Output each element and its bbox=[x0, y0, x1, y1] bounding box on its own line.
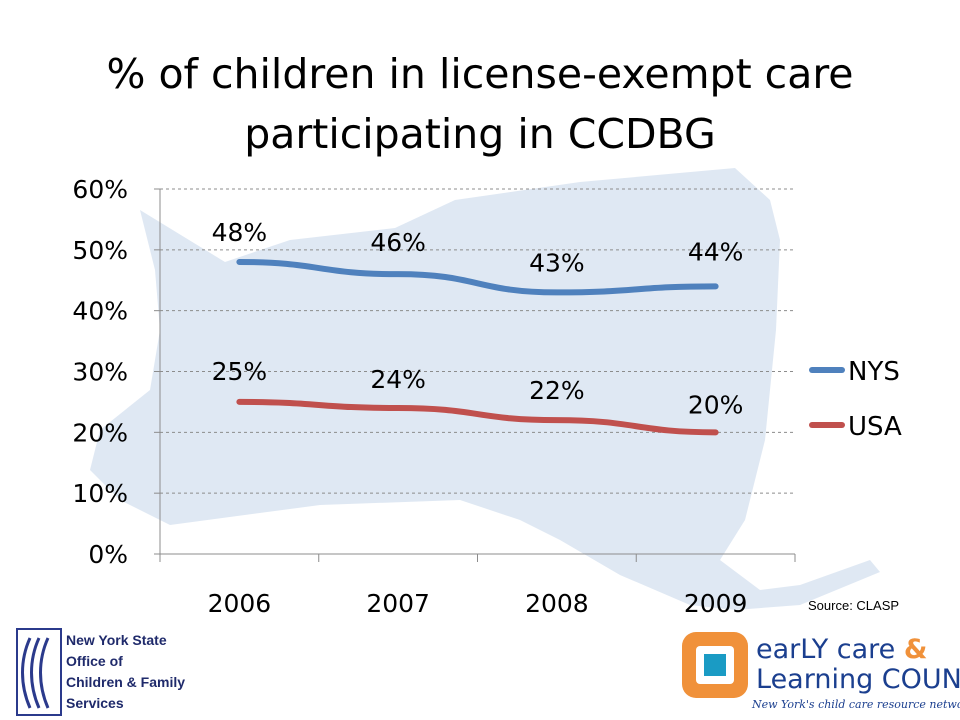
legend-label: NYS bbox=[848, 357, 900, 387]
data-label: 22% bbox=[529, 376, 585, 405]
x-tick-label: 2008 bbox=[525, 589, 589, 618]
data-labels: 48% 46% 43% 44% 25% 24% 22% 20% bbox=[212, 218, 744, 419]
y-tick-label: 0% bbox=[88, 540, 128, 569]
eclc-logo-line1: earLY care & bbox=[756, 634, 928, 665]
ocfs-line: Services bbox=[66, 695, 124, 711]
y-tick-label: 10% bbox=[72, 479, 128, 508]
data-label: 48% bbox=[212, 218, 268, 247]
data-label: 46% bbox=[370, 228, 426, 257]
y-tick-label: 60% bbox=[72, 175, 128, 204]
axes: 0% 10% 20% 30% 40% 50% 60% 2006 2007 2008 2009 bbox=[72, 175, 796, 618]
data-label: 25% bbox=[212, 357, 268, 386]
eclc-logo: earLY care & Learning COUNCIL New York's… bbox=[682, 630, 960, 716]
chart-title: % of children in license-exempt care par… bbox=[106, 50, 854, 158]
data-label: 43% bbox=[529, 248, 585, 277]
series-line-usa bbox=[236, 398, 719, 436]
ocfs-logo-text: New York State Office of Children & Fami… bbox=[66, 630, 185, 714]
series bbox=[236, 259, 719, 436]
data-label: 20% bbox=[688, 390, 744, 419]
x-tick-label: 2007 bbox=[366, 589, 430, 618]
data-label: 24% bbox=[370, 365, 426, 394]
x-tick-label: 2009 bbox=[684, 589, 748, 618]
data-label: 44% bbox=[688, 237, 744, 266]
eclc-emblem-icon bbox=[682, 632, 748, 698]
ocfs-line: Children & Family bbox=[66, 674, 186, 690]
source-note: Source: CLASP bbox=[808, 598, 900, 613]
ocfs-line: New York State bbox=[66, 632, 167, 648]
eclc-logo-line2: Learning COUNCIL bbox=[756, 664, 960, 695]
ocfs-emblem-icon bbox=[16, 628, 62, 716]
legend-label: USA bbox=[848, 412, 902, 442]
new-york-state-map-shape bbox=[90, 168, 880, 610]
y-tick-label: 40% bbox=[72, 297, 128, 326]
ocfs-line: Office of bbox=[66, 653, 123, 669]
legend: NYS USA bbox=[809, 357, 902, 442]
eclc-tagline: New York's child care resource network bbox=[752, 698, 960, 711]
x-tick-label: 2006 bbox=[208, 589, 272, 618]
ocfs-logo: New York State Office of Children & Fami… bbox=[16, 628, 216, 716]
y-tick-label: 20% bbox=[72, 418, 128, 447]
series-line-nys bbox=[236, 259, 719, 296]
y-tick-label: 50% bbox=[72, 236, 128, 265]
y-tick-label: 30% bbox=[72, 358, 128, 387]
